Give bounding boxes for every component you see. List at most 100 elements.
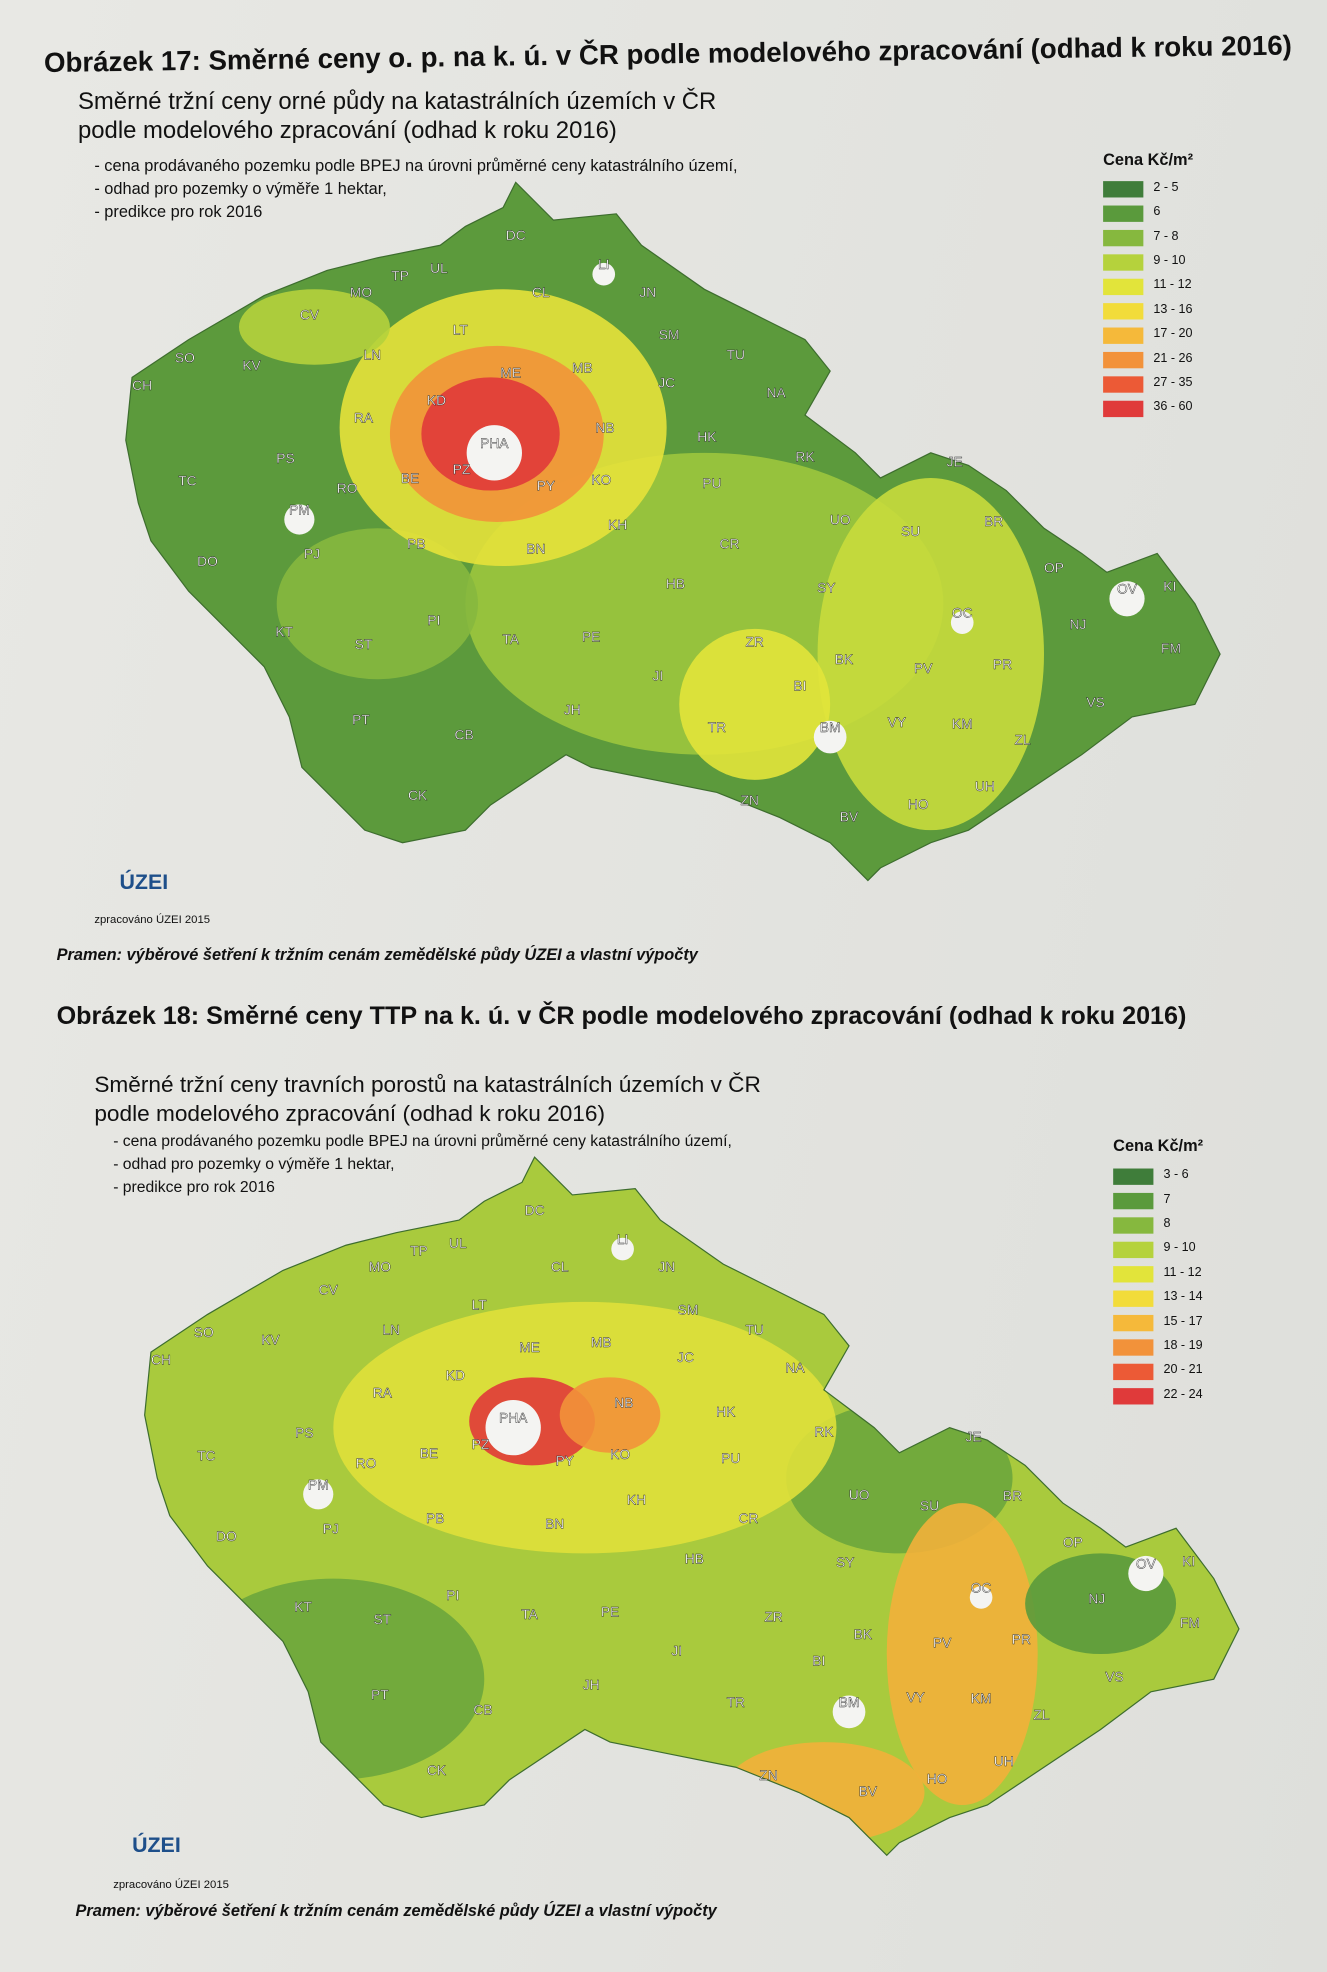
district-label: NA (785, 1359, 805, 1375)
source: Pramen: výběrové šetření k tržním cenám … (75, 1901, 717, 1920)
map-outline (125, 181, 1221, 882)
district-label: PM (289, 501, 310, 517)
district-label: CV (300, 306, 320, 322)
logo: ÚZEI (119, 870, 169, 895)
legend-label: 7 - 8 (1153, 228, 1179, 243)
district-label: RK (795, 449, 815, 465)
district-label: MB (591, 1334, 612, 1350)
legend-swatch (1113, 1241, 1154, 1259)
district-label: KV (261, 1332, 280, 1348)
legend-swatch (1103, 181, 1144, 198)
district-label: ST (355, 636, 373, 652)
district-label: BI (793, 678, 806, 694)
district-label: PY (537, 478, 555, 494)
district-label: BI (812, 1652, 825, 1668)
map-zone (182, 1578, 485, 1780)
district-label: KI (1182, 1553, 1195, 1569)
legend-label: 2 - 5 (1153, 179, 1179, 194)
map-title: Směrné tržní ceny orné půdy na katastrál… (77, 88, 717, 116)
district-label: VY (888, 714, 906, 730)
district-label: CV (319, 1281, 339, 1297)
district-label: BM (820, 719, 841, 735)
district-label: PS (276, 450, 294, 466)
district-label: PI (427, 612, 440, 628)
map-zone (238, 289, 390, 365)
map-note: - odhad pro pozemky o výměře 1 hektar, (113, 1155, 395, 1173)
district-label: HO (927, 1771, 948, 1787)
district-label: TR (727, 1694, 745, 1710)
district-label: PB (407, 535, 425, 551)
map (144, 1157, 1239, 1856)
district-label: UO (849, 1486, 870, 1502)
legend-swatch (1113, 1168, 1154, 1185)
legend-swatch (1103, 229, 1144, 247)
legend-label: 7 (1163, 1191, 1171, 1206)
district-label: TC (197, 1447, 215, 1463)
district-label: CR (738, 1510, 758, 1526)
legend-label: 9 - 10 (1153, 253, 1186, 268)
district-label: PS (295, 1425, 313, 1441)
map-note: - odhad pro pozemky o výměře 1 hektar, (94, 179, 387, 198)
district-label: NJ (1069, 616, 1086, 632)
district-label: ME (519, 1339, 540, 1355)
map-title: podle modelového zpracování (odhad k rok… (77, 116, 617, 144)
district-label: ZR (745, 634, 763, 650)
city (969, 1586, 993, 1609)
legend-label: 27 - 35 (1153, 375, 1193, 390)
district-label: BE (420, 1445, 438, 1461)
district-label: PB (426, 1510, 444, 1526)
district-label: TP (391, 267, 409, 283)
district-label: OP (1044, 559, 1064, 575)
legend-label: 20 - 21 (1163, 1362, 1203, 1377)
legend-label: 15 - 17 (1163, 1313, 1203, 1328)
city (611, 1237, 634, 1261)
district-label: PV (914, 660, 933, 676)
district-label: BE (401, 470, 419, 486)
district-label: UO (830, 512, 851, 528)
district-label: KT (275, 623, 293, 639)
district-label: KH (627, 1491, 646, 1507)
district-label: CB (455, 727, 474, 743)
map-zone (559, 1377, 661, 1453)
district-label: KI (1163, 578, 1176, 594)
district-label: NA (766, 384, 786, 400)
district-label: JE (947, 454, 963, 470)
district-label: JN (658, 1259, 675, 1275)
district-label: SM (678, 1301, 699, 1317)
map-zone (276, 528, 478, 680)
district-label: CK (427, 1762, 447, 1778)
legend-swatch (1113, 1388, 1154, 1405)
district-label: KM (971, 1690, 992, 1706)
district-label: HB (666, 576, 685, 592)
city (950, 611, 974, 634)
district-label: PI (446, 1587, 459, 1603)
district-label: PT (352, 712, 370, 728)
district-label: KM (952, 715, 973, 731)
district-label: TC (178, 473, 196, 489)
district-label: TP (410, 1242, 428, 1258)
district-label: TR (708, 719, 726, 735)
district-label: LN (363, 347, 381, 363)
district-label: SU (901, 523, 920, 539)
legend-label: 9 - 10 (1163, 1240, 1196, 1255)
legend-swatch (1103, 376, 1144, 393)
district-label: PHA (499, 1410, 528, 1426)
legend-swatch (1113, 1339, 1154, 1356)
district-label: OV (1136, 1556, 1157, 1572)
district-label: OV (1117, 581, 1138, 597)
district-label: KT (294, 1598, 312, 1614)
district-label: RK (814, 1423, 834, 1439)
district-label: JH (564, 701, 581, 717)
district-label: DC (506, 227, 526, 243)
district-label: LT (472, 1296, 488, 1312)
district-label: BK (835, 651, 854, 667)
district-label: PJ (323, 1520, 339, 1536)
legend-swatch (1103, 351, 1144, 369)
district-label: PJ (304, 545, 320, 561)
district-label: PU (702, 475, 721, 491)
district-label: BR (984, 513, 1003, 529)
district-label: LI (598, 256, 610, 272)
district-label: CL (551, 1259, 569, 1275)
legend-swatch (1103, 205, 1144, 222)
city (466, 425, 522, 481)
